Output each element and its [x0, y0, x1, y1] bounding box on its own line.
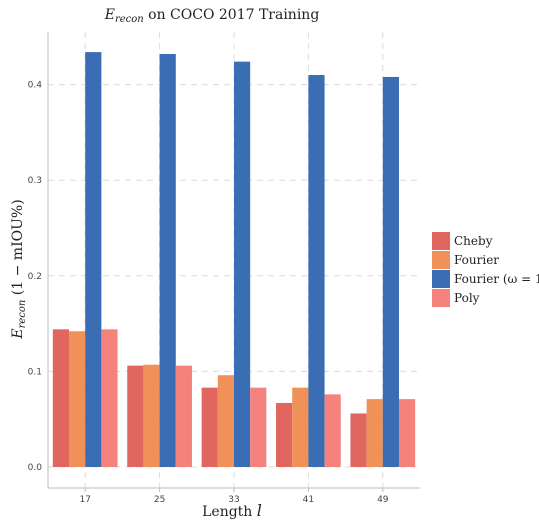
- x-tick-label: 49: [377, 495, 389, 505]
- bar: [159, 54, 176, 468]
- bar: [250, 387, 267, 467]
- bar: [324, 394, 341, 467]
- legend-label: Poly: [454, 291, 480, 305]
- x-tick-label: 17: [79, 495, 90, 505]
- legend-swatch: [432, 289, 450, 307]
- y-axis-label: Erecon (1 − mIOU%): [10, 199, 28, 339]
- y-axis-label-rest: (1 − mIOU%): [10, 199, 26, 299]
- bar: [350, 413, 367, 467]
- y-tick-label: 0.0: [28, 463, 43, 473]
- bar: [101, 329, 118, 467]
- bar: [382, 76, 399, 468]
- y-axis-label-main: E: [10, 328, 26, 339]
- x-axis-label-text: Length: [202, 504, 257, 520]
- y-tick-label: 0.3: [28, 176, 42, 186]
- bar: [398, 399, 416, 467]
- legend-label: Fourier: [454, 253, 499, 267]
- bar: [276, 402, 293, 467]
- x-axis-label: Length l: [202, 501, 262, 520]
- bar: [52, 329, 70, 467]
- bar: [127, 365, 144, 467]
- bar: [201, 387, 218, 467]
- title-subscript: recon: [115, 14, 144, 25]
- bar: [69, 331, 86, 467]
- bar: [308, 75, 325, 467]
- title-main: E: [104, 7, 115, 23]
- legend-swatch: [432, 232, 450, 250]
- bar: [175, 365, 192, 467]
- x-tick-label: 25: [154, 495, 165, 505]
- chart-title: Erecon on COCO 2017 Training: [104, 7, 320, 25]
- y-tick-label: 0.4: [28, 81, 43, 91]
- bar: [366, 399, 383, 467]
- title-rest: on COCO 2017 Training: [144, 7, 320, 23]
- legend-swatch: [432, 270, 450, 288]
- axes: 0.0 0.1 0.2 0.3 0.4 17 25 33 41 49: [28, 32, 420, 505]
- bar: [217, 375, 234, 467]
- legend-label: Fourier (ω = 1): [454, 272, 539, 286]
- y-axis-label-subscript: recon: [17, 300, 28, 329]
- x-tick-label: 33: [228, 495, 239, 505]
- bar: [143, 364, 160, 467]
- x-tick-label: 41: [303, 495, 314, 505]
- bar: [292, 387, 309, 467]
- y-tick-label: 0.2: [28, 272, 42, 282]
- y-tick-label: 0.1: [28, 367, 42, 377]
- legend-swatch: [432, 251, 450, 269]
- x-axis-label-var: l: [257, 501, 262, 520]
- bars: [52, 52, 416, 468]
- legend-label: Cheby: [454, 234, 493, 248]
- bar: [234, 61, 251, 467]
- bar: [85, 52, 102, 467]
- legend: Cheby Fourier Fourier (ω = 1) Poly: [432, 232, 539, 307]
